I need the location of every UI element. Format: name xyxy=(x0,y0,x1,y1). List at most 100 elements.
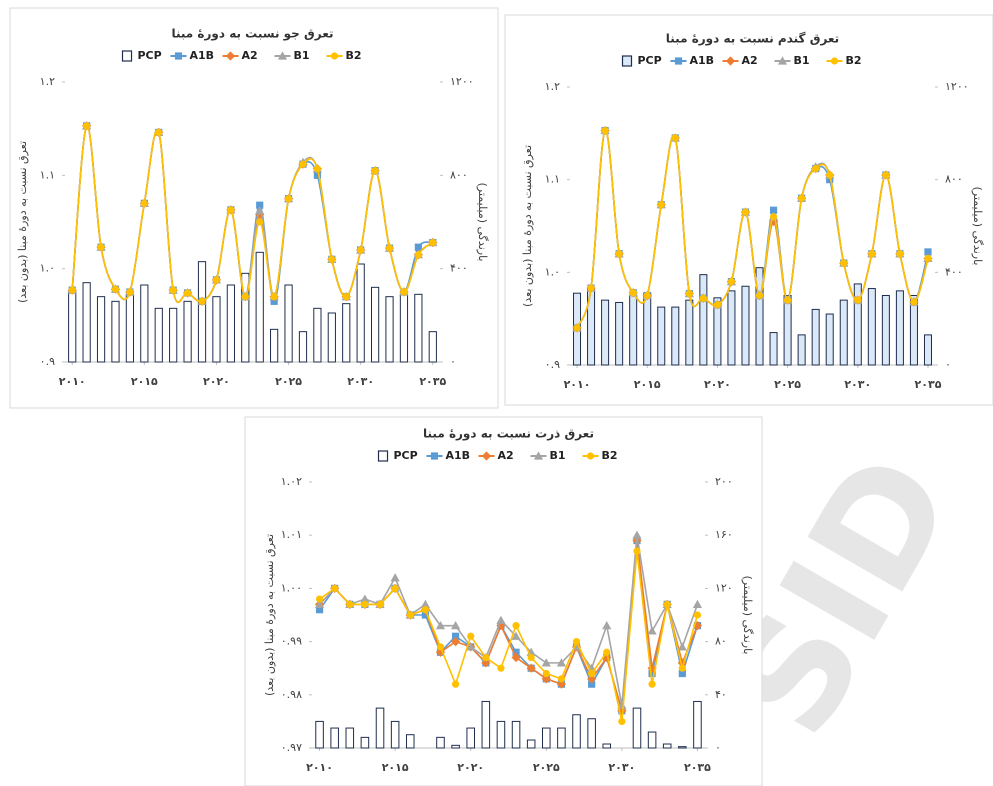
marker xyxy=(496,615,506,624)
marker xyxy=(826,176,834,184)
bar xyxy=(390,720,400,749)
marker xyxy=(451,632,460,640)
marker xyxy=(541,674,551,684)
marker xyxy=(255,206,265,215)
y2-tick-label: ۸۰۰ xyxy=(945,173,963,186)
marker xyxy=(868,250,876,258)
y2-axis-label: بارندگی (میلیمتر) xyxy=(971,187,984,266)
legend-marker xyxy=(533,451,544,460)
bar xyxy=(657,306,666,366)
marker xyxy=(769,213,778,221)
legend-marker xyxy=(830,57,839,65)
marker xyxy=(924,254,932,263)
marker xyxy=(556,679,567,689)
marker xyxy=(450,621,461,630)
marker xyxy=(83,122,91,130)
marker xyxy=(603,648,611,656)
bar xyxy=(212,296,221,363)
marker xyxy=(371,167,379,175)
marker xyxy=(671,134,679,142)
marker xyxy=(414,243,422,251)
bar xyxy=(428,331,437,363)
bar xyxy=(685,299,694,366)
marker xyxy=(629,289,637,297)
bar xyxy=(360,736,370,749)
x-tick-label: ۲۰۳۰ xyxy=(608,761,635,774)
marker xyxy=(420,599,430,608)
marker xyxy=(360,594,370,603)
marker xyxy=(587,674,597,684)
marker xyxy=(572,638,581,646)
y2-tick-label: ۴۰۰ xyxy=(450,262,468,275)
bar xyxy=(96,296,106,363)
bar xyxy=(741,285,750,366)
marker xyxy=(783,296,792,304)
marker xyxy=(435,621,446,630)
y-tick-label: ۰.۹ xyxy=(545,358,560,371)
bar xyxy=(330,727,339,749)
x-tick-label: ۲۰۱۰ xyxy=(564,378,591,391)
marker xyxy=(466,642,476,651)
y-tick-label: ۰.۹۹ xyxy=(281,635,302,648)
marker xyxy=(685,290,693,298)
bar xyxy=(825,313,834,366)
bar xyxy=(727,290,736,366)
x-tick-label: ۲۰۱۰ xyxy=(59,375,86,388)
marker xyxy=(615,250,623,258)
marker xyxy=(587,284,595,292)
marker xyxy=(256,218,264,226)
marker xyxy=(68,286,76,294)
legend-swatch xyxy=(377,450,389,462)
marker xyxy=(140,199,148,207)
marker xyxy=(512,622,520,630)
marker xyxy=(699,294,707,302)
bar xyxy=(342,303,351,363)
marker xyxy=(826,171,834,179)
y-tick-label: ۱.۰۱ xyxy=(281,528,302,541)
marker xyxy=(346,600,354,608)
marker xyxy=(406,611,414,619)
marker xyxy=(769,206,778,214)
bar xyxy=(643,292,652,366)
y-tick-label: ۱.۰۲ xyxy=(281,475,302,488)
bar xyxy=(140,284,149,363)
marker xyxy=(542,669,550,678)
marker xyxy=(361,600,369,608)
legend-marker xyxy=(225,51,236,61)
legend-marker xyxy=(277,51,288,60)
marker xyxy=(421,611,429,619)
legend-marker xyxy=(674,57,683,65)
legend-marker xyxy=(330,52,339,60)
y-tick-label: ۰.۹ xyxy=(40,355,55,368)
marker xyxy=(648,669,656,678)
marker xyxy=(169,286,177,294)
marker xyxy=(511,631,521,640)
y2-tick-label: ۴۰ xyxy=(715,688,727,701)
marker xyxy=(400,288,408,296)
bar xyxy=(601,299,610,366)
x-tick-label: ۲۰۲۵ xyxy=(533,761,560,774)
x-tick-label: ۲۰۱۵ xyxy=(382,761,409,774)
legend-marker xyxy=(430,452,439,460)
x-tick-label: ۲۰۱۰ xyxy=(306,761,333,774)
bar xyxy=(662,743,672,749)
chart-title: تعرق جو نسبت به دورهٔ مبنا xyxy=(172,27,334,42)
bar xyxy=(713,297,722,366)
series-line xyxy=(318,535,699,706)
bar xyxy=(345,727,355,749)
bar xyxy=(557,727,566,749)
bar xyxy=(699,274,708,366)
bar xyxy=(602,743,612,749)
marker xyxy=(896,250,904,258)
bar xyxy=(298,331,308,363)
marker xyxy=(648,680,656,688)
marker xyxy=(385,244,394,252)
legend-label: PCP xyxy=(638,54,662,67)
bar xyxy=(255,251,264,363)
legend-marker xyxy=(481,451,492,461)
marker xyxy=(315,606,324,614)
y-axis-label: تعرق نسبت به دورهٔ مبنا (بدون بعد) xyxy=(16,141,29,303)
marker xyxy=(313,171,322,179)
marker xyxy=(632,530,642,539)
bar xyxy=(241,272,250,363)
